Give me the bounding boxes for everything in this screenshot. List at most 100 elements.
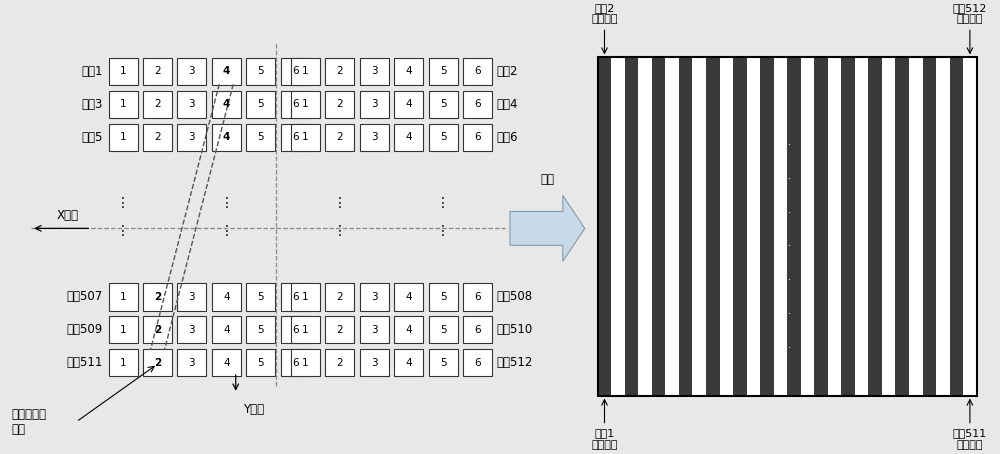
- Text: ...: ...: [782, 340, 792, 350]
- Bar: [923, 57, 936, 395]
- FancyBboxPatch shape: [281, 316, 310, 344]
- FancyBboxPatch shape: [281, 283, 310, 311]
- Bar: [895, 57, 909, 395]
- Text: Y方向: Y方向: [243, 403, 264, 416]
- Text: 2: 2: [337, 358, 343, 368]
- Text: 3: 3: [189, 99, 195, 109]
- Text: 3: 3: [189, 66, 195, 76]
- FancyBboxPatch shape: [246, 123, 275, 151]
- Bar: [882, 57, 895, 395]
- Text: 5: 5: [257, 132, 264, 142]
- FancyBboxPatch shape: [143, 91, 172, 118]
- Text: 一字靶成像
位置: 一字靶成像 位置: [11, 408, 46, 436]
- Bar: [638, 57, 652, 395]
- Text: 1: 1: [120, 66, 126, 76]
- Bar: [855, 57, 868, 395]
- FancyBboxPatch shape: [360, 283, 389, 311]
- Text: 4: 4: [223, 66, 230, 76]
- Text: 1: 1: [302, 292, 309, 302]
- FancyBboxPatch shape: [429, 316, 458, 344]
- Text: 通酓2
成像结果: 通酓2 成像结果: [591, 3, 618, 25]
- Text: 5: 5: [440, 292, 446, 302]
- FancyBboxPatch shape: [429, 283, 458, 311]
- Bar: [747, 57, 760, 395]
- Text: 5: 5: [257, 99, 264, 109]
- FancyBboxPatch shape: [281, 91, 310, 118]
- FancyBboxPatch shape: [463, 123, 492, 151]
- Text: 3: 3: [371, 99, 378, 109]
- Text: 6: 6: [474, 325, 481, 335]
- Bar: [692, 57, 706, 395]
- Text: 通道511
成像结果: 通道511 成像结果: [953, 429, 987, 450]
- Text: 2: 2: [337, 99, 343, 109]
- FancyBboxPatch shape: [246, 283, 275, 311]
- Text: 5: 5: [257, 66, 264, 76]
- FancyBboxPatch shape: [212, 316, 241, 344]
- Text: 5: 5: [440, 325, 446, 335]
- FancyArrow shape: [510, 196, 585, 261]
- FancyBboxPatch shape: [109, 316, 138, 344]
- Text: 2: 2: [154, 292, 161, 302]
- Text: 1: 1: [120, 292, 126, 302]
- Bar: [733, 57, 747, 395]
- Text: 3: 3: [371, 358, 378, 368]
- Text: 通道510: 通道510: [496, 323, 533, 336]
- Text: X方向: X方向: [56, 209, 78, 222]
- FancyBboxPatch shape: [143, 283, 172, 311]
- FancyBboxPatch shape: [463, 349, 492, 376]
- Text: 成像: 成像: [540, 173, 554, 186]
- FancyBboxPatch shape: [281, 58, 310, 85]
- Text: 2: 2: [337, 292, 343, 302]
- Bar: [909, 57, 923, 395]
- FancyBboxPatch shape: [246, 58, 275, 85]
- Bar: [706, 57, 720, 395]
- Text: 2: 2: [154, 99, 161, 109]
- Text: 5: 5: [440, 358, 446, 368]
- Text: 1: 1: [302, 358, 309, 368]
- Text: 2: 2: [337, 66, 343, 76]
- Text: 2: 2: [154, 325, 161, 335]
- FancyBboxPatch shape: [177, 91, 206, 118]
- Text: 4: 4: [405, 358, 412, 368]
- Text: 2: 2: [337, 132, 343, 142]
- FancyBboxPatch shape: [429, 123, 458, 151]
- FancyBboxPatch shape: [177, 316, 206, 344]
- Text: 1: 1: [302, 132, 309, 142]
- Bar: [774, 57, 787, 395]
- Text: 6: 6: [474, 292, 481, 302]
- FancyBboxPatch shape: [463, 91, 492, 118]
- FancyBboxPatch shape: [291, 316, 320, 344]
- Text: 3: 3: [189, 325, 195, 335]
- FancyBboxPatch shape: [212, 283, 241, 311]
- Text: 4: 4: [223, 358, 230, 368]
- Text: 4: 4: [405, 292, 412, 302]
- FancyBboxPatch shape: [394, 349, 423, 376]
- Text: 6: 6: [292, 132, 298, 142]
- Bar: [936, 57, 950, 395]
- Text: 4: 4: [223, 325, 230, 335]
- FancyBboxPatch shape: [360, 123, 389, 151]
- Bar: [814, 57, 828, 395]
- Text: 5: 5: [257, 292, 264, 302]
- Text: 通酓2: 通酓2: [496, 65, 518, 78]
- Text: 4: 4: [223, 292, 230, 302]
- FancyBboxPatch shape: [212, 58, 241, 85]
- Text: 通酓6: 通酓6: [496, 131, 518, 144]
- Text: 6: 6: [292, 325, 298, 335]
- Text: 通酓1
成像结果: 通酓1 成像结果: [591, 429, 618, 450]
- FancyBboxPatch shape: [246, 91, 275, 118]
- FancyBboxPatch shape: [291, 123, 320, 151]
- Text: 通道509: 通道509: [67, 323, 103, 336]
- Bar: [828, 57, 841, 395]
- Text: 3: 3: [371, 292, 378, 302]
- FancyBboxPatch shape: [177, 123, 206, 151]
- Text: 通道508: 通道508: [496, 291, 533, 303]
- FancyBboxPatch shape: [177, 283, 206, 311]
- Text: 4: 4: [405, 325, 412, 335]
- FancyBboxPatch shape: [325, 123, 354, 151]
- Text: ...: ...: [782, 238, 792, 248]
- FancyBboxPatch shape: [325, 91, 354, 118]
- FancyBboxPatch shape: [281, 349, 310, 376]
- Text: 6: 6: [474, 132, 481, 142]
- Text: 3: 3: [371, 66, 378, 76]
